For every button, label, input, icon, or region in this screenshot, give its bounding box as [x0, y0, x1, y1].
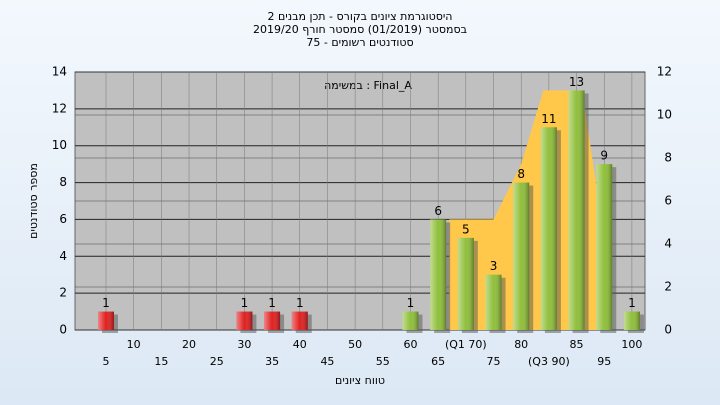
- data-label: 1: [268, 296, 276, 310]
- y-tick-label: 10: [52, 138, 67, 152]
- x-tick-label: (Q3 90): [528, 355, 570, 368]
- y-tick-label: 8: [59, 175, 67, 189]
- bar-highlight: [291, 311, 308, 330]
- chart-subtitle: סטודנטים רשומים - 75: [306, 36, 413, 49]
- data-label: 5: [462, 222, 470, 236]
- x-tick-label: 60: [403, 338, 417, 351]
- bar-highlight: [457, 237, 474, 330]
- y2-tick-label: 10: [657, 108, 672, 122]
- bar-highlight: [596, 164, 613, 330]
- bar-highlight: [264, 311, 281, 330]
- data-label: 6: [434, 204, 442, 218]
- x-tick-label: 80: [514, 338, 528, 351]
- y2-tick-label: 4: [664, 237, 672, 251]
- x-tick-label: 15: [154, 355, 168, 368]
- chart-title: היסטוגרמת ציונים בקורס - תכן מבנים 2: [268, 10, 453, 23]
- x-tick-label: 30: [237, 338, 251, 351]
- bar-highlight: [98, 311, 114, 330]
- bar-highlight: [623, 311, 640, 330]
- data-label: 1: [628, 296, 636, 310]
- bar-highlight: [485, 274, 502, 330]
- data-label: 1: [102, 296, 110, 310]
- y-tick-label: 6: [59, 212, 67, 226]
- bar-highlight: [236, 311, 253, 330]
- data-label: 1: [296, 296, 304, 310]
- y-tick-label: 14: [52, 65, 67, 79]
- y2-tick-label: 0: [664, 323, 672, 337]
- bar-highlight: [430, 219, 447, 330]
- data-label: 11: [541, 112, 556, 126]
- x-tick-label: 20: [182, 338, 196, 351]
- data-label: 1: [407, 296, 415, 310]
- x-tick-label: 45: [320, 355, 334, 368]
- y-tick-label: 2: [59, 286, 67, 300]
- x-axis-label: טווח ציונים: [335, 374, 385, 387]
- bar-highlight: [513, 182, 530, 330]
- bar-highlight: [568, 90, 585, 330]
- data-label: 13: [569, 75, 584, 89]
- chart-subtitle: בסמסטר (01/2019) סמסטר חורף 2019/20: [253, 23, 467, 36]
- bar-highlight: [540, 127, 557, 331]
- x-tick-label: 40: [293, 338, 307, 351]
- y2-tick-label: 2: [664, 280, 672, 294]
- data-label: 9: [600, 149, 608, 163]
- x-tick-label: 65: [431, 355, 445, 368]
- y-axis-label: מספר סטודנטים: [27, 163, 40, 239]
- x-tick-label: (Q1 70): [445, 338, 487, 351]
- y2-tick-label: 12: [657, 65, 672, 79]
- bar-highlight: [402, 311, 419, 330]
- x-tick-label: 35: [265, 355, 279, 368]
- x-tick-label: 55: [376, 355, 390, 368]
- data-label: 3: [490, 259, 498, 273]
- y-tick-label: 12: [52, 101, 67, 115]
- x-tick-label: 85: [570, 338, 584, 351]
- x-tick-label: 75: [487, 355, 501, 368]
- y-tick-label: 4: [59, 249, 67, 263]
- x-tick-label: 10: [127, 338, 141, 351]
- x-tick-label: 100: [621, 338, 642, 351]
- x-tick-label: 95: [597, 355, 611, 368]
- y2-tick-label: 8: [664, 151, 672, 165]
- data-label: 1: [241, 296, 249, 310]
- x-tick-label: 5: [103, 355, 110, 368]
- data-label: 8: [517, 167, 525, 181]
- x-tick-label: 25: [210, 355, 224, 368]
- x-tick-label: 50: [348, 338, 362, 351]
- annotation: במשימה : Final_A: [324, 79, 412, 92]
- y2-tick-label: 6: [664, 194, 672, 208]
- y-tick-label: 0: [59, 323, 67, 337]
